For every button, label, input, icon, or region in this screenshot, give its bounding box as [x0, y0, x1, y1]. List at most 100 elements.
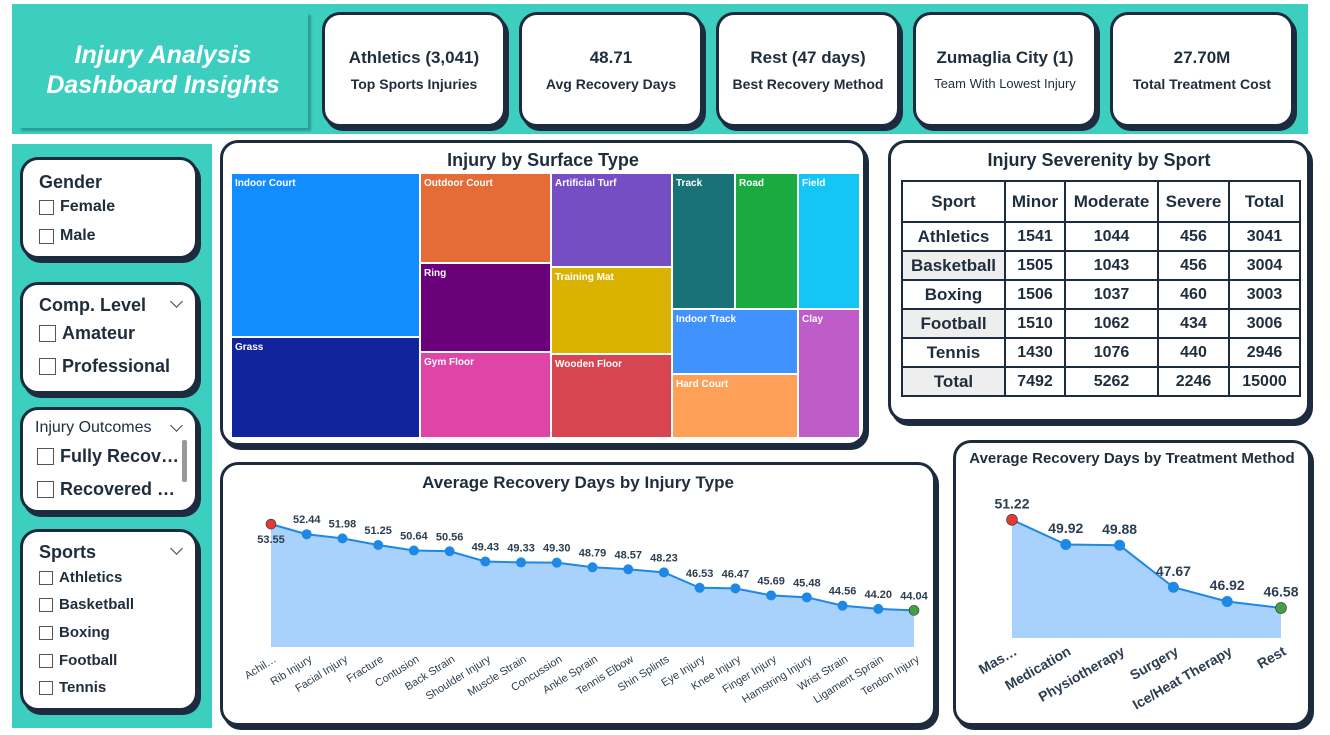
kpi-label: Top Sports Injuries: [350, 75, 478, 92]
treemap-card: Injury by Surface Type Indoor Court Gras…: [220, 140, 866, 446]
data-label: 46.53: [686, 568, 714, 580]
series-line: [1011, 518, 1282, 609]
checkbox[interactable]: [39, 570, 53, 585]
table-total-row: Total 7492 5262 2246 15000: [901, 366, 1301, 397]
kpi-value: 27.70M: [1173, 47, 1231, 67]
data-point: [730, 583, 741, 594]
gender-option-male[interactable]: Male: [39, 227, 96, 245]
data-point: [408, 545, 419, 556]
data-label: 46.58: [1263, 583, 1298, 599]
sport-option-boxing[interactable]: Boxing: [39, 624, 110, 641]
tile-field[interactable]: Field: [798, 173, 860, 309]
checkbox[interactable]: [39, 680, 53, 695]
sports-slicer: Sports Athletics Basketball Boxing Footb…: [20, 529, 198, 711]
header-severe: Severe: [1157, 180, 1230, 223]
checkbox[interactable]: [39, 625, 53, 640]
table-row: Tennis 1430 1076 440 2946: [901, 337, 1301, 368]
tile-track[interactable]: Track: [672, 173, 735, 309]
data-point: [1114, 539, 1126, 551]
outcome-option-recovered[interactable]: Recovered …: [37, 479, 175, 500]
data-point: [301, 529, 312, 540]
kpi-top-sport: Athletics (3,041) Top Sports Injuries: [322, 12, 506, 127]
tile-indoor-court[interactable]: Indoor Court: [231, 173, 420, 337]
data-label: 49.88: [1102, 521, 1137, 537]
kpi-total-cost: 27.70M Total Treatment Cost: [1110, 12, 1294, 127]
tile-indoor-track[interactable]: Indoor Track: [672, 309, 798, 374]
outcomes-slicer: Injury Outcomes Fully Recov… Recovered …: [20, 407, 198, 513]
kpi-lowest-team: Zumaglia City (1) Team With Lowest Injur…: [913, 12, 1097, 127]
data-point: [516, 557, 527, 568]
tile-road[interactable]: Road: [735, 173, 798, 309]
data-label: 49.33: [507, 542, 535, 554]
checkbox[interactable]: [39, 358, 56, 375]
checkbox[interactable]: [39, 199, 54, 215]
kpi-label: Best Recovery Method: [732, 75, 884, 92]
sport-option-athletics[interactable]: Athletics: [39, 569, 122, 586]
treatment-chart-title: Average Recovery Days by Treatment Metho…: [969, 450, 1295, 467]
data-label: 44.20: [865, 589, 893, 601]
data-label: 46.92: [1210, 577, 1245, 593]
data-point: [1221, 596, 1233, 608]
tile-hard-court[interactable]: Hard Court: [672, 374, 798, 438]
x-tick-label: Rest: [1254, 643, 1289, 672]
data-label: 49.92: [1048, 520, 1083, 536]
data-label: 49.43: [472, 542, 500, 554]
data-label: 51.22: [994, 495, 1029, 511]
header-moderate: Moderate: [1064, 180, 1159, 223]
tile-ring[interactable]: Ring: [420, 263, 551, 352]
tile-training-mat[interactable]: Training Mat: [551, 267, 672, 354]
data-label: 47.67: [1156, 563, 1191, 579]
tile-wooden-floor[interactable]: Wooden Floor: [551, 354, 672, 438]
slicer-title: Gender: [39, 172, 103, 192]
checkbox[interactable]: [39, 325, 56, 342]
checkbox[interactable]: [39, 597, 53, 612]
comp-option-professional[interactable]: Professional: [39, 356, 170, 377]
checkbox[interactable]: [39, 653, 53, 668]
table-row: Boxing 1506 1037 460 3003: [901, 279, 1301, 310]
data-label: 51.98: [329, 518, 357, 530]
kpi-value: Athletics (3,041): [348, 47, 480, 67]
injury-type-chart-title: Average Recovery Days by Injury Type: [422, 473, 734, 492]
data-label: 44.56: [829, 586, 857, 598]
data-point: [1060, 539, 1072, 551]
kpi-value: 48.71: [589, 47, 633, 67]
chevron-down-icon[interactable]: [170, 419, 183, 432]
kpi-label: Total Treatment Cost: [1132, 75, 1272, 92]
data-point: [1006, 514, 1018, 526]
severity-title: Injury Severenity by Sport: [987, 150, 1211, 170]
gender-option-female[interactable]: Female: [39, 198, 115, 216]
checkbox[interactable]: [37, 448, 54, 465]
treatment-chart-card: Average Recovery Days by Treatment Metho…: [953, 440, 1311, 726]
slicer-title: Sports: [39, 542, 97, 562]
chevron-down-icon[interactable]: [170, 295, 183, 308]
checkbox[interactable]: [37, 481, 54, 498]
data-label: 48.23: [650, 552, 678, 564]
series-area: [271, 524, 914, 647]
data-point: [265, 518, 277, 530]
sport-option-tennis[interactable]: Tennis: [39, 679, 106, 696]
outcome-option-fully-recovered[interactable]: Fully Recov…: [37, 446, 179, 467]
kpi-value: Rest (47 days): [750, 47, 866, 67]
sport-option-football[interactable]: Football: [39, 652, 117, 669]
data-point: [873, 603, 884, 614]
data-point: [551, 557, 562, 568]
data-label: 46.47: [722, 568, 750, 580]
title-line-2: Dashboard Insights: [46, 71, 280, 99]
data-label: 52.44: [293, 514, 321, 526]
chevron-down-icon[interactable]: [170, 542, 183, 555]
checkbox[interactable]: [39, 228, 54, 244]
header-total: Total: [1228, 180, 1301, 223]
tile-gym-floor[interactable]: Gym Floor: [420, 352, 551, 438]
data-label: 48.57: [614, 549, 642, 561]
tile-artificial-turf[interactable]: Artificial Turf: [551, 173, 672, 267]
slicer-scrollbar[interactable]: [182, 440, 187, 482]
comp-option-amateur[interactable]: Amateur: [39, 323, 135, 344]
data-label: 53.55: [257, 534, 285, 546]
tile-outdoor-court[interactable]: Outdoor Court: [420, 173, 551, 263]
tile-clay[interactable]: Clay: [798, 309, 860, 438]
sport-option-basketball[interactable]: Basketball: [39, 596, 134, 613]
data-point: [337, 533, 348, 544]
tile-grass[interactable]: Grass: [231, 337, 420, 438]
title-line-1: Injury Analysis: [74, 41, 252, 69]
slicer-title: Comp. Level: [39, 295, 147, 315]
